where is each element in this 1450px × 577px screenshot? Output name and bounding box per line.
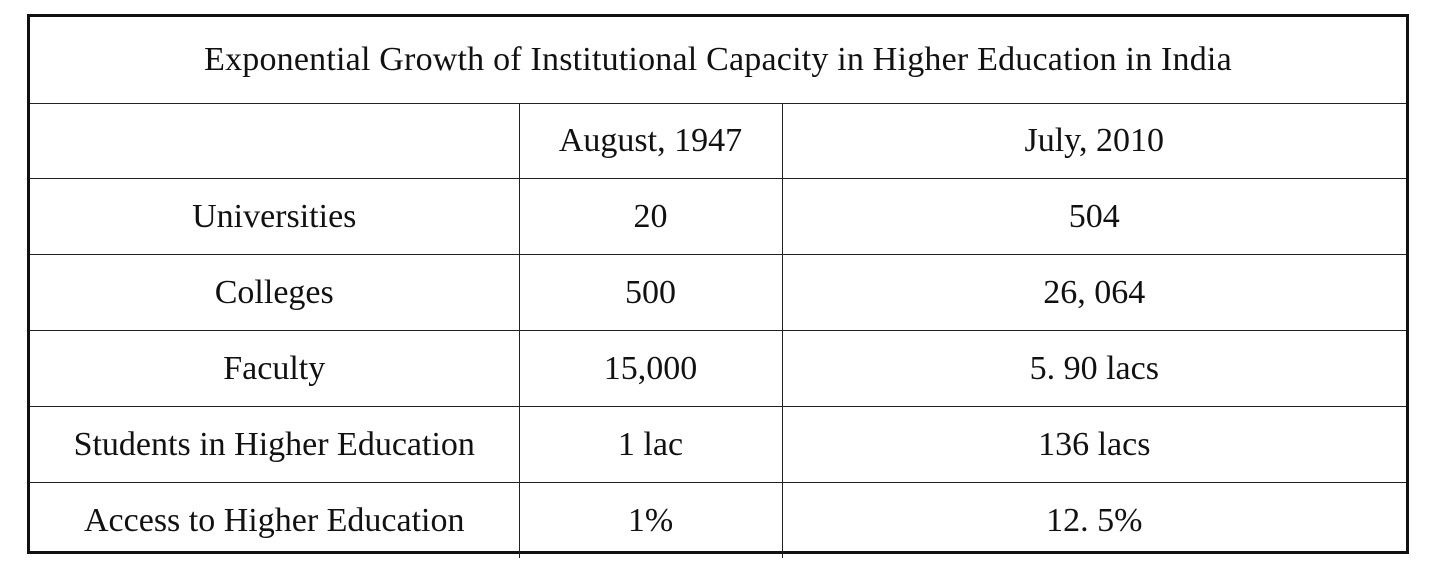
table-row: Faculty 15,000 5. 90 lacs [30, 330, 1406, 407]
value-1947: 500 [518, 254, 783, 331]
table-row: Access to Higher Education 1% 12. 5% [30, 482, 1406, 558]
table-header-row: August, 1947 July, 2010 [30, 103, 1406, 179]
row-label: Access to Higher Education [30, 482, 520, 558]
table-title-row: Exponential Growth of Institutional Capa… [30, 17, 1406, 104]
row-label: Universities [30, 178, 520, 255]
row-label: Faculty [30, 330, 520, 407]
growth-table: Exponential Growth of Institutional Capa… [30, 17, 1406, 558]
value-1947: 15,000 [518, 330, 783, 407]
table-row: Universities 20 504 [30, 178, 1406, 255]
value-2010: 504 [781, 178, 1406, 255]
value-2010: 12. 5% [781, 482, 1406, 558]
value-2010: 136 lacs [781, 406, 1406, 483]
header-cell-1947: August, 1947 [518, 103, 783, 179]
table-row: Students in Higher Education 1 lac 136 l… [30, 406, 1406, 483]
table-title: Exponential Growth of Institutional Capa… [30, 17, 1406, 104]
value-1947: 1 lac [518, 406, 783, 483]
value-1947: 20 [518, 178, 783, 255]
row-label: Students in Higher Education [30, 406, 520, 483]
header-cell-2010: July, 2010 [781, 103, 1406, 179]
data-table-frame: Exponential Growth of Institutional Capa… [27, 14, 1409, 558]
table-row: Colleges 500 26, 064 [30, 254, 1406, 331]
value-2010: 26, 064 [781, 254, 1406, 331]
row-label: Colleges [30, 254, 520, 331]
header-cell-empty [30, 103, 520, 179]
value-2010: 5. 90 lacs [781, 330, 1406, 407]
value-1947: 1% [518, 482, 783, 558]
